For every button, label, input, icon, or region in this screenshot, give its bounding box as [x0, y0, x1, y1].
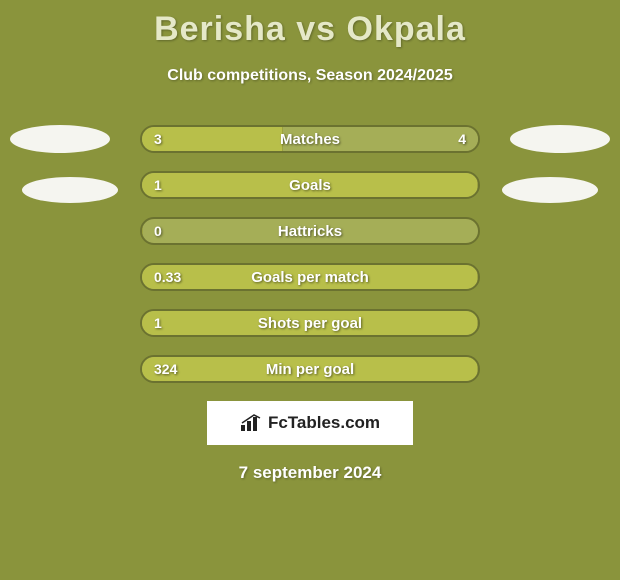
- stat-bar-left-fill: [142, 311, 478, 335]
- brand-chart-icon: [240, 414, 262, 432]
- stat-row: 1Shots per goal: [140, 309, 480, 337]
- stat-value-left: 1: [154, 173, 162, 197]
- page-title: Berisha vs Okpala: [0, 0, 620, 49]
- player-left-avatar-1: [10, 125, 110, 153]
- stat-row: 0Hattricks: [140, 217, 480, 245]
- stat-value-left: 3: [154, 127, 162, 151]
- player-left-avatar-2: [22, 177, 118, 203]
- stat-value-left: 324: [154, 357, 177, 381]
- stat-row: 0.33Goals per match: [140, 263, 480, 291]
- stat-value-right: 4: [458, 127, 466, 151]
- stat-label: Hattricks: [142, 219, 478, 243]
- stat-bar-left-fill: [142, 357, 478, 381]
- stat-bar-right-fill: [283, 127, 478, 151]
- player-right-avatar-1: [510, 125, 610, 153]
- stat-bar-left-fill: [142, 265, 478, 289]
- stat-bar-left-fill: [142, 127, 283, 151]
- stat-row: 1Goals: [140, 171, 480, 199]
- brand-badge[interactable]: FcTables.com: [207, 401, 413, 445]
- date-label: 7 september 2024: [0, 463, 620, 483]
- stat-row: 34Matches: [140, 125, 480, 153]
- subtitle: Club competitions, Season 2024/2025: [0, 67, 620, 85]
- stat-value-left: 0: [154, 219, 162, 243]
- stat-value-left: 1: [154, 311, 162, 335]
- stat-value-left: 0.33: [154, 265, 181, 289]
- stats-area: 34Matches1Goals0Hattricks0.33Goals per m…: [0, 125, 620, 383]
- stat-bar-left-fill: [142, 219, 143, 243]
- stat-bar-left-fill: [142, 173, 478, 197]
- stat-row: 324Min per goal: [140, 355, 480, 383]
- player-right-avatar-2: [502, 177, 598, 203]
- brand-text: FcTables.com: [268, 413, 380, 433]
